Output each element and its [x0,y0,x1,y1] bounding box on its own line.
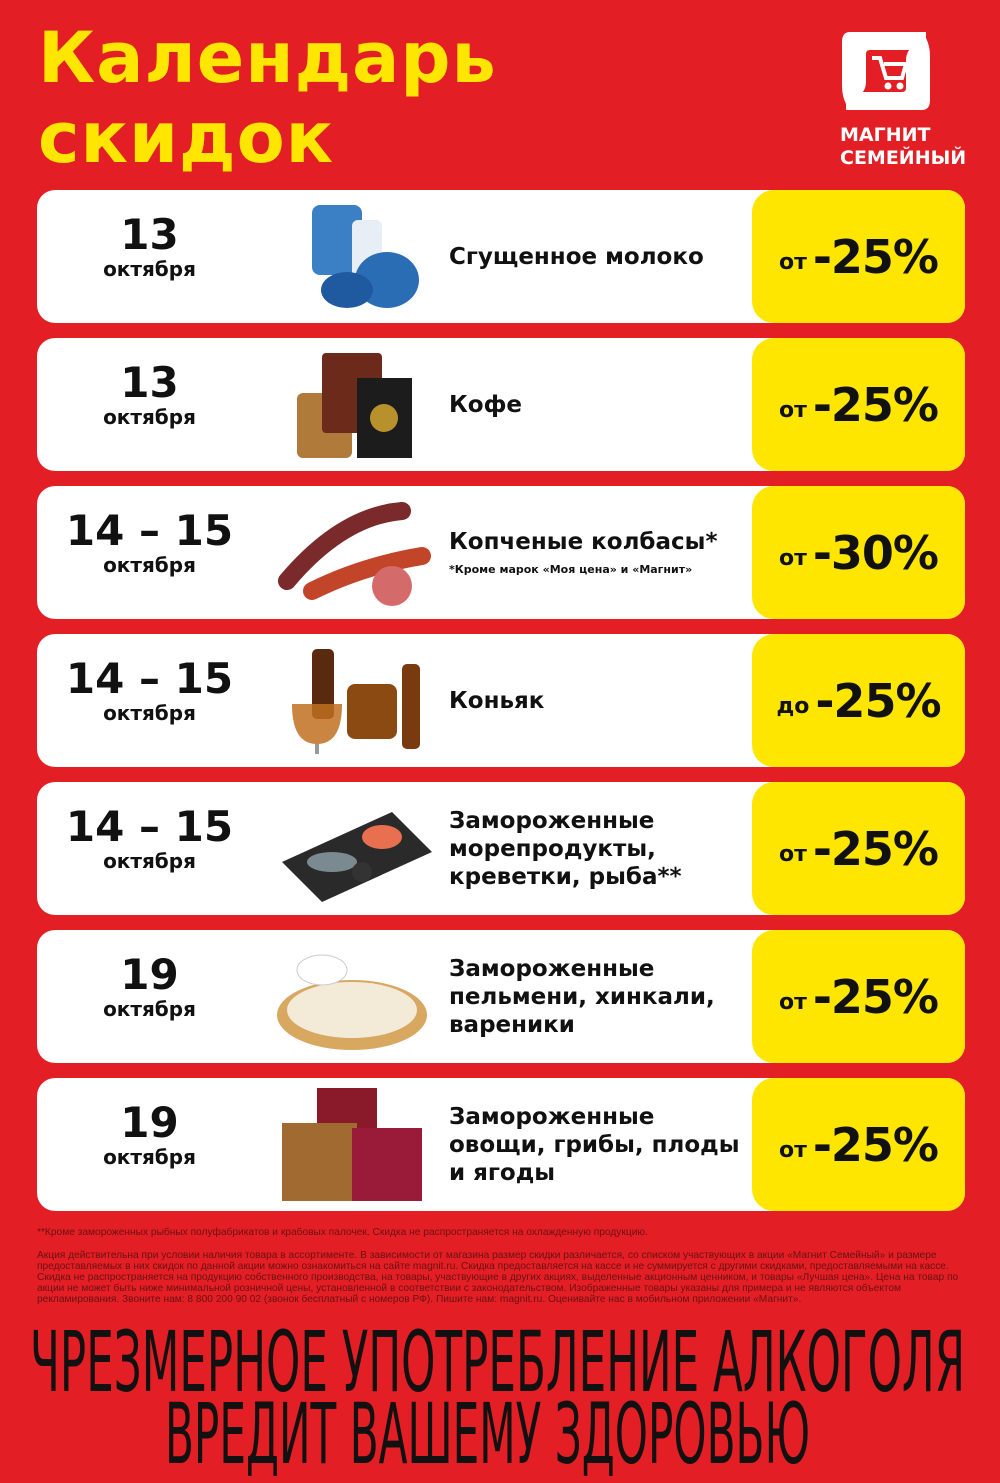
discount-prefix: от [778,842,807,867]
discount-badge: от -25% [752,190,965,323]
date-day: 14 – 15 [65,802,234,851]
product-info: Коньяк [449,634,744,767]
title-line-1: Календарь [38,17,497,99]
product-note: *Кроме марок «Моя цена» и «Магнит» [449,562,693,576]
product-name: Замороженные овощи, грибы, плоды и ягоды [449,1103,740,1186]
discount-badge: от -25% [752,1078,965,1211]
discount-value: -25% [812,229,939,284]
date-month: октября [103,997,196,1021]
discount-badge: до -25% [752,634,965,767]
discount-badge: от -25% [752,338,965,471]
brand-name-line-2: СЕМЕЙНЫЙ [840,147,967,169]
date-month: октября [103,849,196,873]
brand-name-line-1: МАГНИТ [840,124,931,146]
discount-card: 14 – 15 октября Коньяк до -25% [37,634,965,767]
discount-card: 14 – 15 октября Копченые колбасы* *Кроме м… [37,486,965,619]
discount-badge: от -25% [752,782,965,915]
product-name: Сгущенное молоко [449,243,704,270]
date-month: октября [103,701,196,725]
date-day: 19 [120,1098,179,1147]
discount-prefix: до [776,694,810,719]
product-image [282,812,432,902]
title-line-2: скидок [38,97,335,179]
discount-value: -25% [812,377,939,432]
discount-badge: от -25% [752,930,965,1063]
product-name: Замороженные пельмени, хинкали, вареники [449,955,715,1038]
product-info: Замороженные морепродукты, креветки, рыб… [449,782,744,915]
health-warning-line-2: ВРЕДИТ ВАШЕМУ ЗДОРОВЬЮ [165,1385,1000,1483]
discount-prefix: от [778,398,807,423]
product-info: Копченые колбасы* *Кроме марок «Моя цена»… [449,486,744,619]
page-title: Календарь скидок [38,18,497,178]
date: 19 октября [37,1098,262,1169]
health-warning-line-1: ЧРЕЗМЕРНОЕ УПОТРЕБЛЕНИЕ АЛКОГОЛЯ [30,1313,970,1411]
date-day: 19 [120,950,179,999]
product-info: Кофе [449,338,744,471]
warning-text-2: ВРЕДИТ ВАШЕМУ ЗДОРОВЬЮ [165,1385,811,1483]
product-info: Сгущенное молоко [449,190,744,323]
discount-value: -30% [812,525,939,580]
discount-value: -25% [812,1117,939,1172]
brand-logo: МАГНИТ СЕМЕЙНЫЙ [840,26,970,170]
product-image [278,502,431,606]
discount-card: 19 октября Замороженные пельмени, хинкали… [37,930,965,1063]
legal-text: Акция действительна при условии наличия … [37,1250,959,1305]
discount-card: 14 – 15 октября Замороженные морепродукты… [37,782,965,915]
discount-prefix: от [778,250,807,275]
product-image [297,353,412,458]
product-image [277,954,427,1050]
date-month: октября [103,405,196,429]
product-info: Замороженные овощи, грибы, плоды и ягоды [449,1078,744,1211]
date-day: 14 – 15 [65,654,234,703]
discount-value: -25% [812,969,939,1024]
date: 14 – 15 октября [37,654,262,725]
discount-card: 13 октября Сгущенное молоко от -25% [37,190,965,323]
discount-card: 13 октября Кофе от -25% [37,338,965,471]
date-day: 13 [120,358,179,407]
discount-prefix: от [778,546,807,571]
product-name: Замороженные морепродукты, креветки, рыб… [449,807,682,890]
cart-logo-icon [842,32,930,110]
warning-text-1: ЧРЕЗМЕРНОЕ УПОТРЕБЛЕНИЕ АЛКОГОЛЯ [30,1313,965,1411]
product-image [312,205,419,308]
date-month: октября [103,553,196,577]
product-image [282,1088,422,1201]
date: 14 – 15 октября [37,506,262,577]
product-name: Копченые колбасы* [449,528,718,555]
date-month: октября [103,257,196,281]
date: 14 – 15 октября [37,802,262,873]
product-name: Коньяк [449,687,545,714]
discount-card: 19 октября Замороженные овощи, грибы, пло… [37,1078,965,1211]
discount-value: -25% [812,821,939,876]
discount-prefix: от [778,1138,807,1163]
product-image [292,649,420,754]
date: 19 октября [37,950,262,1021]
date: 13 октября [37,210,262,281]
date-day: 13 [120,210,179,259]
discount-badge: от -30% [752,486,965,619]
footnote: **Кроме замороженных рыбных полуфабрикат… [37,1227,648,1238]
date: 13 октября [37,358,262,429]
product-name: Кофе [449,391,523,418]
discount-value: -25% [815,673,941,728]
product-info: Замороженные пельмени, хинкали, вареники [449,930,744,1063]
discount-prefix: от [778,990,807,1015]
date-month: октября [103,1145,196,1169]
date-day: 14 – 15 [65,506,234,555]
